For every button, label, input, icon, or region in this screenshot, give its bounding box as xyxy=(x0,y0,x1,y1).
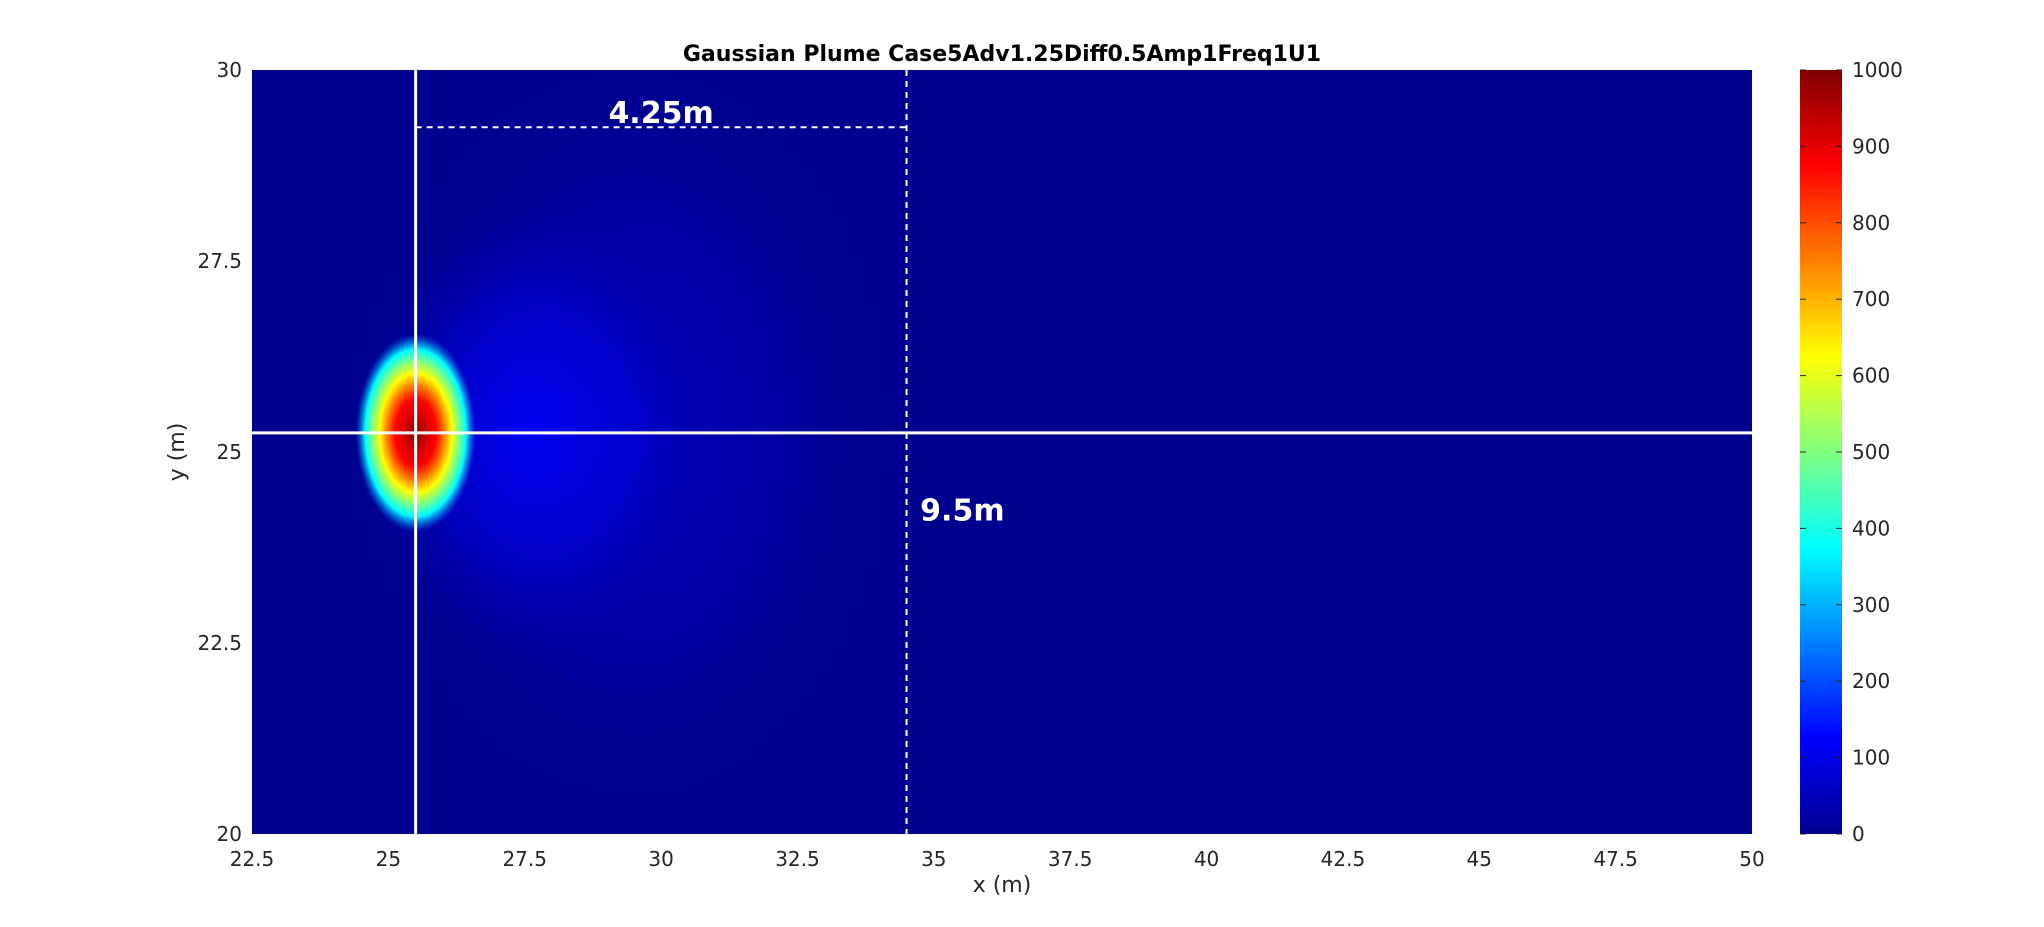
x-tick-label: 32.5 xyxy=(775,847,820,871)
chart-title: Gaussian Plume Case5Adv1.25Diff0.5Amp1Fr… xyxy=(683,42,1321,67)
y-tick-label: 25 xyxy=(217,440,242,464)
y-axis-ticks: 20 22.5 25 27.5 30 xyxy=(197,58,242,846)
colorbar-tick-label: 300 xyxy=(1852,593,1890,617)
x-axis-label: x (m) xyxy=(973,873,1032,898)
x-tick-label: 22.5 xyxy=(230,847,275,871)
colorbar-tick-label: 600 xyxy=(1852,364,1890,388)
colorbar-tick-label: 0 xyxy=(1852,822,1865,846)
y-axis-label: y (m) xyxy=(165,423,190,482)
colorbar-tick-label: 500 xyxy=(1852,440,1890,464)
y-tick-label: 27.5 xyxy=(197,249,242,273)
plot-area xyxy=(252,70,1752,834)
x-tick-label: 40 xyxy=(1194,847,1219,871)
colorbar-tick-label: 100 xyxy=(1852,746,1890,770)
x-axis-ticks: 22.5 25 27.5 30 32.5 35 37.5 40 42.5 45 47.5 50 xyxy=(230,847,1765,871)
colorbar-tick-label: 800 xyxy=(1852,211,1890,235)
x-tick-label: 27.5 xyxy=(502,847,547,871)
y-tick-label: 22.5 xyxy=(197,631,242,655)
y-tick-label: 20 xyxy=(217,822,242,846)
x-tick-label: 37.5 xyxy=(1048,847,1093,871)
colorbar-tick-label: 900 xyxy=(1852,134,1890,158)
y-tick-label: 30 xyxy=(217,58,242,82)
colorbar-tick-label: 400 xyxy=(1852,516,1890,540)
colorbar-ticks: 0 100 200 300 400 500 600 700 800 900 1000 xyxy=(1800,58,1903,846)
x-tick-label: 30 xyxy=(648,847,673,871)
guide-lines xyxy=(252,70,1752,834)
x-tick-label: 47.5 xyxy=(1593,847,1638,871)
colorbar-tick-label: 700 xyxy=(1852,287,1890,311)
x-tick-label: 50 xyxy=(1739,847,1764,871)
annotation-9-5m: 9.5m xyxy=(920,493,1004,528)
x-tick-label: 45 xyxy=(1467,847,1492,871)
colorbar xyxy=(1800,70,1842,834)
colorbar-tick-label: 200 xyxy=(1852,669,1890,693)
x-tick-label: 25 xyxy=(376,847,401,871)
annotation-4-25m: 4.25m xyxy=(608,96,713,131)
x-tick-label: 42.5 xyxy=(1321,847,1366,871)
x-tick-label: 35 xyxy=(921,847,946,871)
colorbar-tick-label: 1000 xyxy=(1852,58,1903,82)
